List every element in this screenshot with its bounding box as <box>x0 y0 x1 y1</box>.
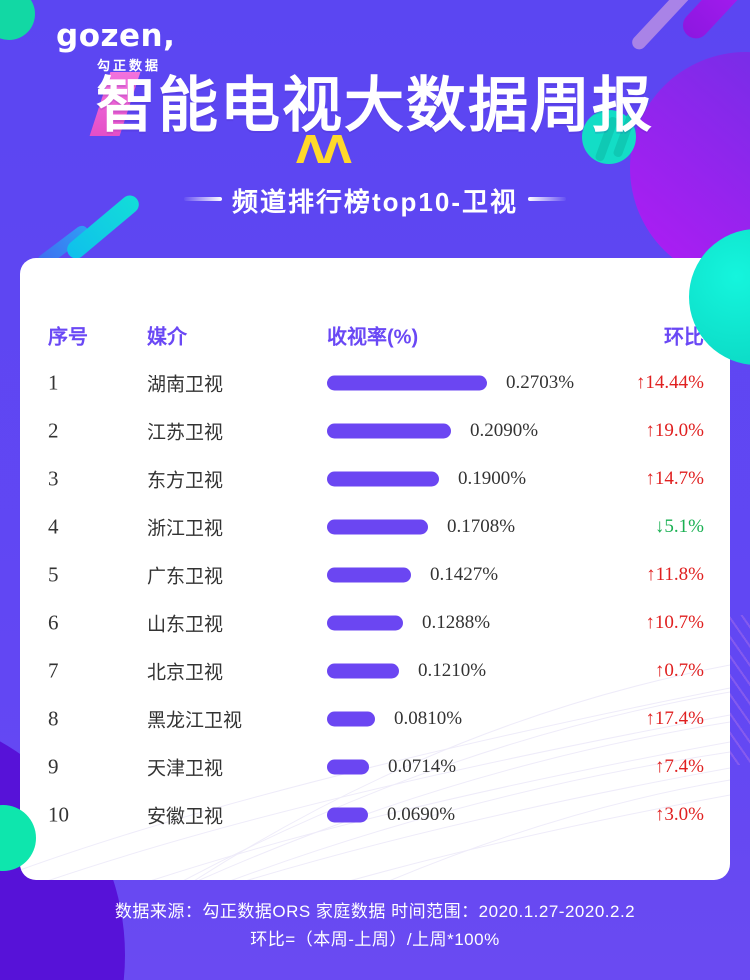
channel-name-cell: 天津卫视 <box>147 758 224 780</box>
brand-logo: gozen, 勾正数据 <box>56 18 175 74</box>
logo-subtext: 勾正数据 <box>97 58 162 73</box>
rating-bar <box>327 807 368 823</box>
channel-name-cell: 黑龙江卫视 <box>147 710 243 732</box>
channel-name-cell: 广东卫视 <box>147 566 224 588</box>
rank-cell: 6 <box>48 610 59 635</box>
teal-circle-top-left <box>0 0 35 40</box>
change-percent-cell: ↑17.4% <box>645 708 704 729</box>
channel-name-cell: 江苏卫视 <box>147 422 224 444</box>
rating-bar <box>327 471 439 487</box>
rank-cell: 7 <box>48 658 59 683</box>
change-percent-cell: ↑10.7% <box>645 612 704 633</box>
table-row: 1 湖南卫视 0.2703% ↑14.44% <box>20 359 730 407</box>
subtitle-right-line <box>528 197 566 201</box>
change-percent-cell: ↑11.8% <box>646 564 704 585</box>
change-percent-cell: ↑7.4% <box>654 756 704 777</box>
channel-name-cell: 山东卫视 <box>147 614 224 636</box>
footer-notes: 数据来源：勾正数据ORS 家庭数据 时间范围：2020.1.27-2020.2.… <box>0 898 750 954</box>
ranking-card: 序号 媒介 收视率(%) 环比 1 湖南卫视 0.2703% ↑14.44% 2… <box>20 258 730 880</box>
rank-cell: 1 <box>48 370 59 395</box>
footer-source-line: 数据来源：勾正数据ORS 家庭数据 时间范围：2020.1.27-2020.2.… <box>114 902 636 921</box>
logo-wordmark: gozen, <box>56 18 176 54</box>
rating-bar <box>327 567 411 583</box>
rating-value-cell: 0.1210% <box>418 660 487 681</box>
rating-bar <box>327 423 451 439</box>
change-percent-cell: ↑14.7% <box>645 468 704 489</box>
column-header-rating: 收视率(%) <box>327 326 419 349</box>
table-row: 3 东方卫视 0.1900% ↑14.7% <box>20 455 730 503</box>
rank-cell: 5 <box>48 562 59 587</box>
rank-cell: 8 <box>48 706 59 731</box>
change-percent-cell: ↑0.7% <box>654 660 704 681</box>
table-row: 7 北京卫视 0.1210% ↑0.7% <box>20 647 730 695</box>
change-percent-cell: ↑14.44% <box>635 372 704 393</box>
table-row: 6 山东卫视 0.1288% ↑10.7% <box>20 599 730 647</box>
subtitle-left-line <box>184 197 222 201</box>
table-row: 8 黑龙江卫视 0.0810% ↑17.4% <box>20 695 730 743</box>
rating-value-cell: 0.1288% <box>422 612 491 633</box>
column-header-media: 媒介 <box>147 326 187 349</box>
rating-value-cell: 0.2090% <box>470 420 539 441</box>
rank-cell: 3 <box>48 466 59 491</box>
title-block: ΛΛ 智能电视大数据周报 <box>0 66 750 176</box>
rank-cell: 2 <box>48 418 59 443</box>
footer-formula-line: 环比=（本周-上周）/上周*100% <box>250 930 500 949</box>
page-title: 智能电视大数据周报 <box>96 72 654 139</box>
table-row: 5 广东卫视 0.1427% ↑11.8% <box>20 551 730 599</box>
column-header-change: 环比 <box>664 326 704 349</box>
rating-bar <box>327 375 487 391</box>
rating-value-cell: 0.0690% <box>387 804 456 825</box>
column-header-rank: 序号 <box>48 326 88 349</box>
rating-value-cell: 0.1708% <box>447 516 516 537</box>
yellow-zigzag-decoration: ΛΛ <box>296 128 352 172</box>
rating-bar <box>327 711 375 727</box>
table-row: 10 安徽卫视 0.0690% ↑3.0% <box>20 791 730 839</box>
rank-cell: 4 <box>48 514 59 539</box>
rating-value-cell: 0.1900% <box>458 468 527 489</box>
channel-name-cell: 北京卫视 <box>147 662 224 684</box>
rank-cell: 10 <box>48 802 69 827</box>
channel-name-cell: 湖南卫视 <box>147 374 224 396</box>
rating-value-cell: 0.0714% <box>388 756 457 777</box>
table-body: 1 湖南卫视 0.2703% ↑14.44% 2 江苏卫视 0.2090% ↑1… <box>20 359 730 839</box>
rating-bar <box>327 663 399 679</box>
channel-name-cell: 安徽卫视 <box>147 806 224 828</box>
table-header-row: 序号 媒介 收视率(%) 环比 <box>20 311 730 359</box>
table-row: 4 浙江卫视 0.1708% ↓5.1% <box>20 503 730 551</box>
page-subtitle: 频道排行榜top10-卫视 <box>231 187 518 217</box>
rating-bar <box>327 519 428 535</box>
rank-cell: 9 <box>48 754 59 779</box>
change-percent-cell: ↓5.1% <box>654 516 704 537</box>
rating-bar <box>327 759 369 775</box>
magenta-capsule-decoration <box>677 0 750 44</box>
subtitle-block: 频道排行榜top10-卫视 <box>0 182 750 219</box>
rating-value-cell: 0.1427% <box>430 564 499 585</box>
table-row: 2 江苏卫视 0.2090% ↑19.0% <box>20 407 730 455</box>
channel-name-cell: 浙江卫视 <box>147 518 224 540</box>
rating-bar <box>327 615 403 631</box>
change-percent-cell: ↑19.0% <box>645 420 704 441</box>
table-row: 9 天津卫视 0.0714% ↑7.4% <box>20 743 730 791</box>
channel-name-cell: 东方卫视 <box>147 470 224 492</box>
change-percent-cell: ↑3.0% <box>654 804 704 825</box>
rating-value-cell: 0.2703% <box>506 372 575 393</box>
rating-value-cell: 0.0810% <box>394 708 463 729</box>
